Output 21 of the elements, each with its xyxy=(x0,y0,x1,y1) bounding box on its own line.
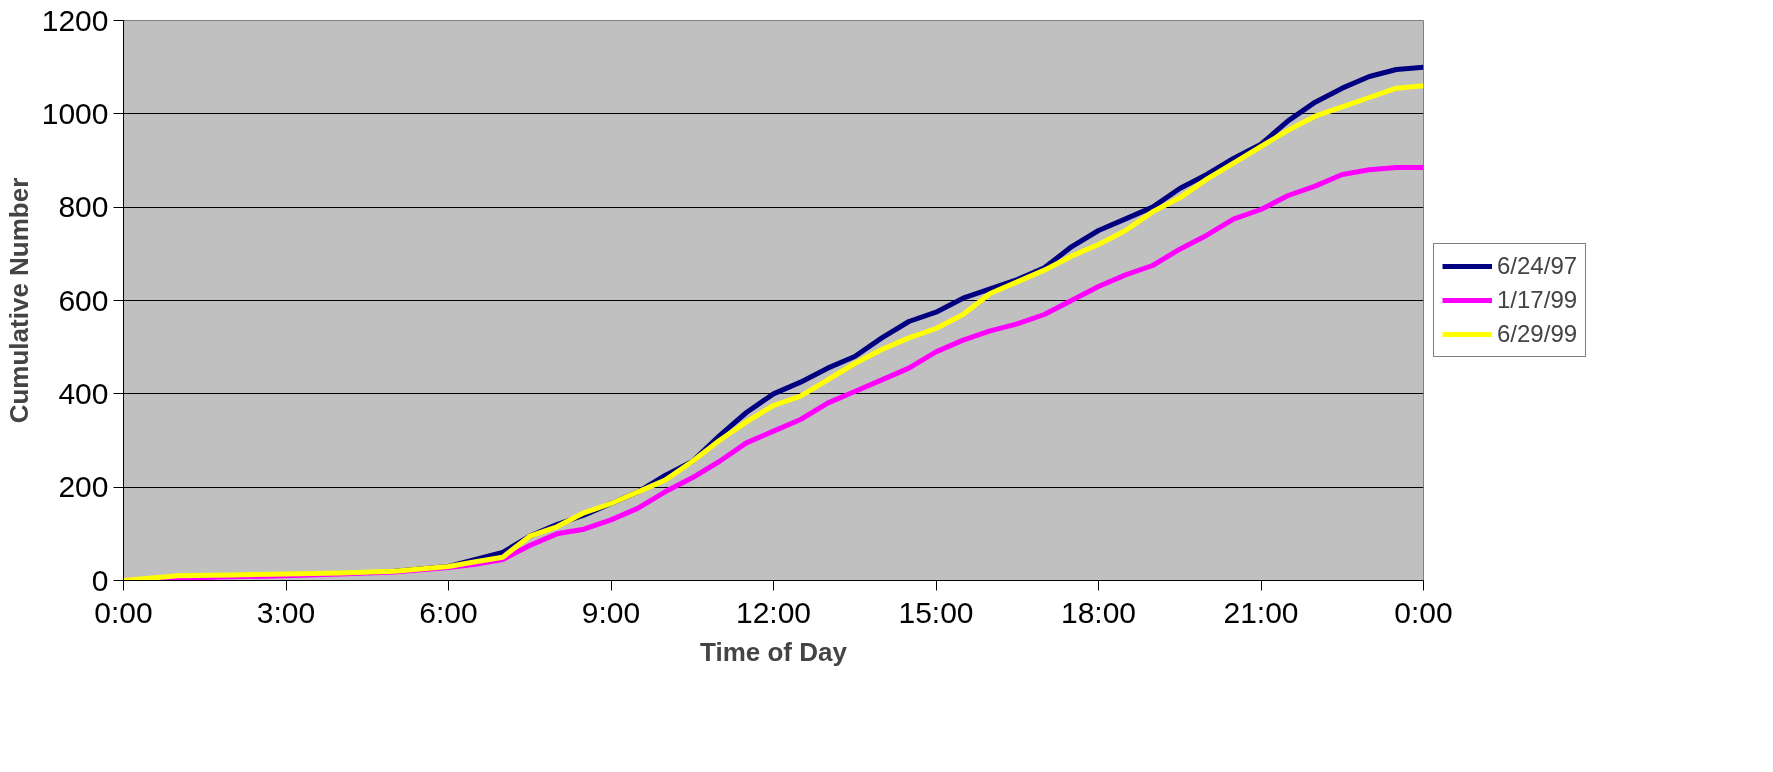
legend-label: 6/24/97 xyxy=(1497,252,1578,280)
y-tick-label: 400 xyxy=(58,376,109,410)
legend-label: 6/29/99 xyxy=(1497,320,1578,348)
x-tick-label: 21:00 xyxy=(1223,595,1299,629)
x-tick-label: 15:00 xyxy=(898,595,974,629)
y-axis-title: Cumulative Number xyxy=(3,177,34,424)
x-tick-label: 0:00 xyxy=(94,595,153,629)
y-tick-label: 1000 xyxy=(41,96,109,130)
y-tick-label: 200 xyxy=(58,470,109,504)
x-tick-label: 3:00 xyxy=(256,595,316,629)
y-tick-label: 600 xyxy=(58,283,109,317)
y-tick-label: 1200 xyxy=(41,3,109,37)
x-axis-title: Time of Day xyxy=(700,636,848,667)
legend-label: 1/17/99 xyxy=(1497,286,1578,314)
x-tick-label: 0:00 xyxy=(1394,595,1453,629)
y-tick-label: 0 xyxy=(91,563,109,597)
x-tick-label: 18:00 xyxy=(1060,595,1137,629)
x-tick-label: 12:00 xyxy=(735,595,812,629)
x-tick-label: 9:00 xyxy=(581,595,641,629)
y-tick-label: 800 xyxy=(58,190,109,224)
x-tick-label: 6:00 xyxy=(419,595,478,629)
